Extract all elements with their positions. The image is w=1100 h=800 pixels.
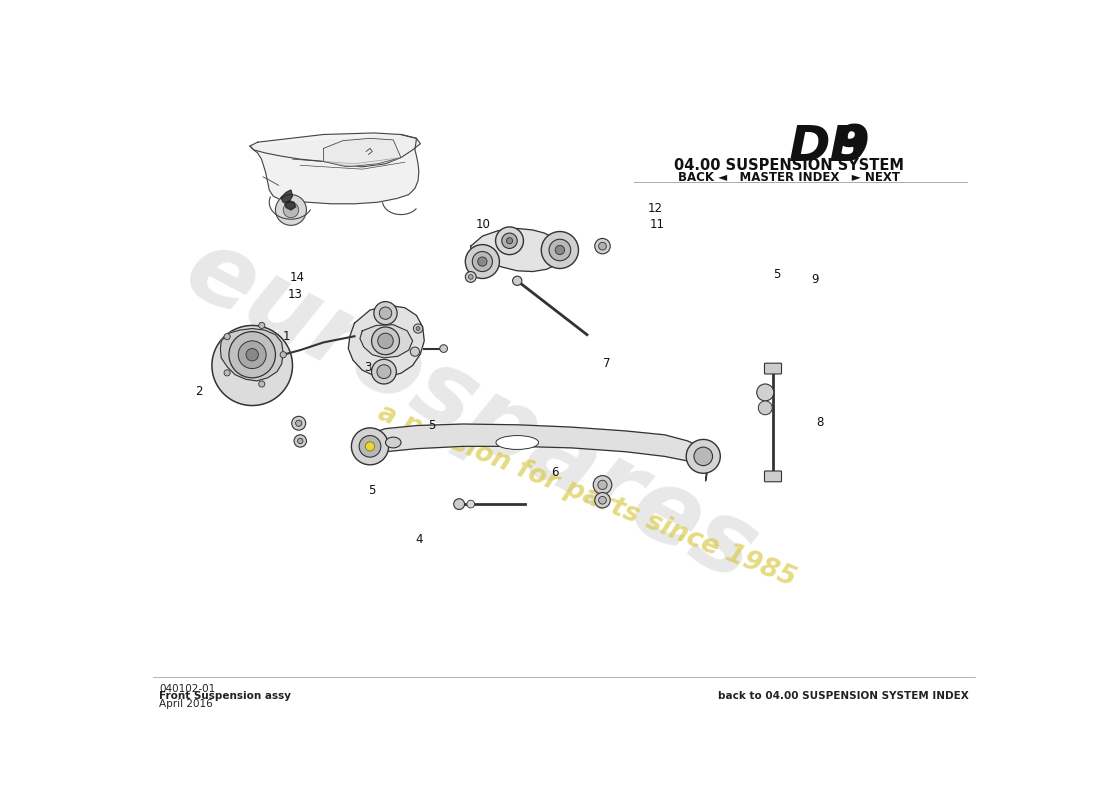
Text: back to 04.00 SUSPENSION SYSTEM INDEX: back to 04.00 SUSPENSION SYSTEM INDEX <box>717 691 968 702</box>
Circle shape <box>246 349 258 361</box>
Text: 5: 5 <box>428 419 436 432</box>
Circle shape <box>598 242 606 250</box>
Circle shape <box>294 434 307 447</box>
Circle shape <box>212 326 293 406</box>
Polygon shape <box>349 306 425 377</box>
Text: 5: 5 <box>773 268 781 281</box>
Circle shape <box>239 341 266 369</box>
Circle shape <box>595 493 610 508</box>
Text: BACK ◄   MASTER INDEX   ► NEXT: BACK ◄ MASTER INDEX ► NEXT <box>678 171 900 185</box>
Polygon shape <box>360 325 412 358</box>
Circle shape <box>377 333 394 349</box>
Circle shape <box>556 246 564 254</box>
Circle shape <box>229 332 275 378</box>
Text: 1: 1 <box>283 330 290 342</box>
Circle shape <box>292 416 306 430</box>
Text: 12: 12 <box>648 202 662 215</box>
Circle shape <box>758 401 772 414</box>
Text: 10: 10 <box>475 218 491 230</box>
Circle shape <box>283 202 299 218</box>
Polygon shape <box>220 329 283 381</box>
Circle shape <box>506 238 513 244</box>
Text: 2: 2 <box>195 385 202 398</box>
Circle shape <box>275 194 307 226</box>
Circle shape <box>359 435 381 457</box>
Text: April 2016: April 2016 <box>160 699 213 709</box>
Text: 9: 9 <box>835 123 870 171</box>
Circle shape <box>414 324 422 333</box>
Circle shape <box>541 231 579 269</box>
Circle shape <box>224 334 230 340</box>
Text: Front Suspension assy: Front Suspension assy <box>160 691 292 702</box>
Text: 9: 9 <box>812 273 820 286</box>
Circle shape <box>377 365 390 378</box>
Text: 8: 8 <box>816 416 823 429</box>
Circle shape <box>469 274 473 279</box>
Text: 13: 13 <box>288 288 302 301</box>
Circle shape <box>694 447 713 466</box>
Text: 5: 5 <box>368 484 375 497</box>
Circle shape <box>495 227 524 254</box>
Text: 6: 6 <box>551 466 559 479</box>
Circle shape <box>416 326 420 330</box>
Text: 11: 11 <box>650 218 666 230</box>
Polygon shape <box>471 229 562 271</box>
Circle shape <box>598 480 607 490</box>
Polygon shape <box>285 201 296 210</box>
Text: eurospares: eurospares <box>168 220 773 603</box>
Circle shape <box>296 420 301 426</box>
Circle shape <box>598 496 606 504</box>
Text: 7: 7 <box>603 358 611 370</box>
Circle shape <box>297 438 302 444</box>
Text: a passion for parts since 1985: a passion for parts since 1985 <box>374 400 800 593</box>
Polygon shape <box>250 133 420 167</box>
Circle shape <box>365 442 375 451</box>
FancyBboxPatch shape <box>764 471 781 482</box>
Ellipse shape <box>496 435 539 450</box>
Polygon shape <box>250 134 419 204</box>
Circle shape <box>374 302 397 325</box>
Circle shape <box>258 381 265 387</box>
FancyBboxPatch shape <box>764 363 781 374</box>
Circle shape <box>379 307 392 319</box>
Circle shape <box>686 439 720 474</box>
Text: 14: 14 <box>289 271 305 284</box>
Circle shape <box>757 384 773 401</box>
Circle shape <box>440 345 448 353</box>
Circle shape <box>477 257 487 266</box>
Circle shape <box>372 327 399 354</box>
Circle shape <box>280 352 286 358</box>
Circle shape <box>513 276 521 286</box>
Ellipse shape <box>385 437 402 448</box>
Text: 04.00 SUSPENSION SYSTEM: 04.00 SUSPENSION SYSTEM <box>673 158 903 173</box>
Circle shape <box>465 271 476 282</box>
Circle shape <box>410 347 419 356</box>
Text: DB: DB <box>789 123 868 171</box>
Circle shape <box>351 428 388 465</box>
Circle shape <box>465 245 499 278</box>
Circle shape <box>372 359 396 384</box>
Text: 040102-01: 040102-01 <box>160 683 216 694</box>
Circle shape <box>595 238 610 254</box>
Text: 4: 4 <box>415 533 422 546</box>
Circle shape <box>549 239 571 261</box>
Circle shape <box>224 370 230 376</box>
Circle shape <box>258 322 265 329</box>
Circle shape <box>466 500 474 508</box>
Circle shape <box>472 251 493 271</box>
Polygon shape <box>323 138 402 167</box>
Circle shape <box>502 233 517 249</box>
Polygon shape <box>280 190 293 202</box>
Circle shape <box>593 476 612 494</box>
Text: 3: 3 <box>364 361 372 374</box>
Polygon shape <box>366 424 710 481</box>
Circle shape <box>453 498 464 510</box>
